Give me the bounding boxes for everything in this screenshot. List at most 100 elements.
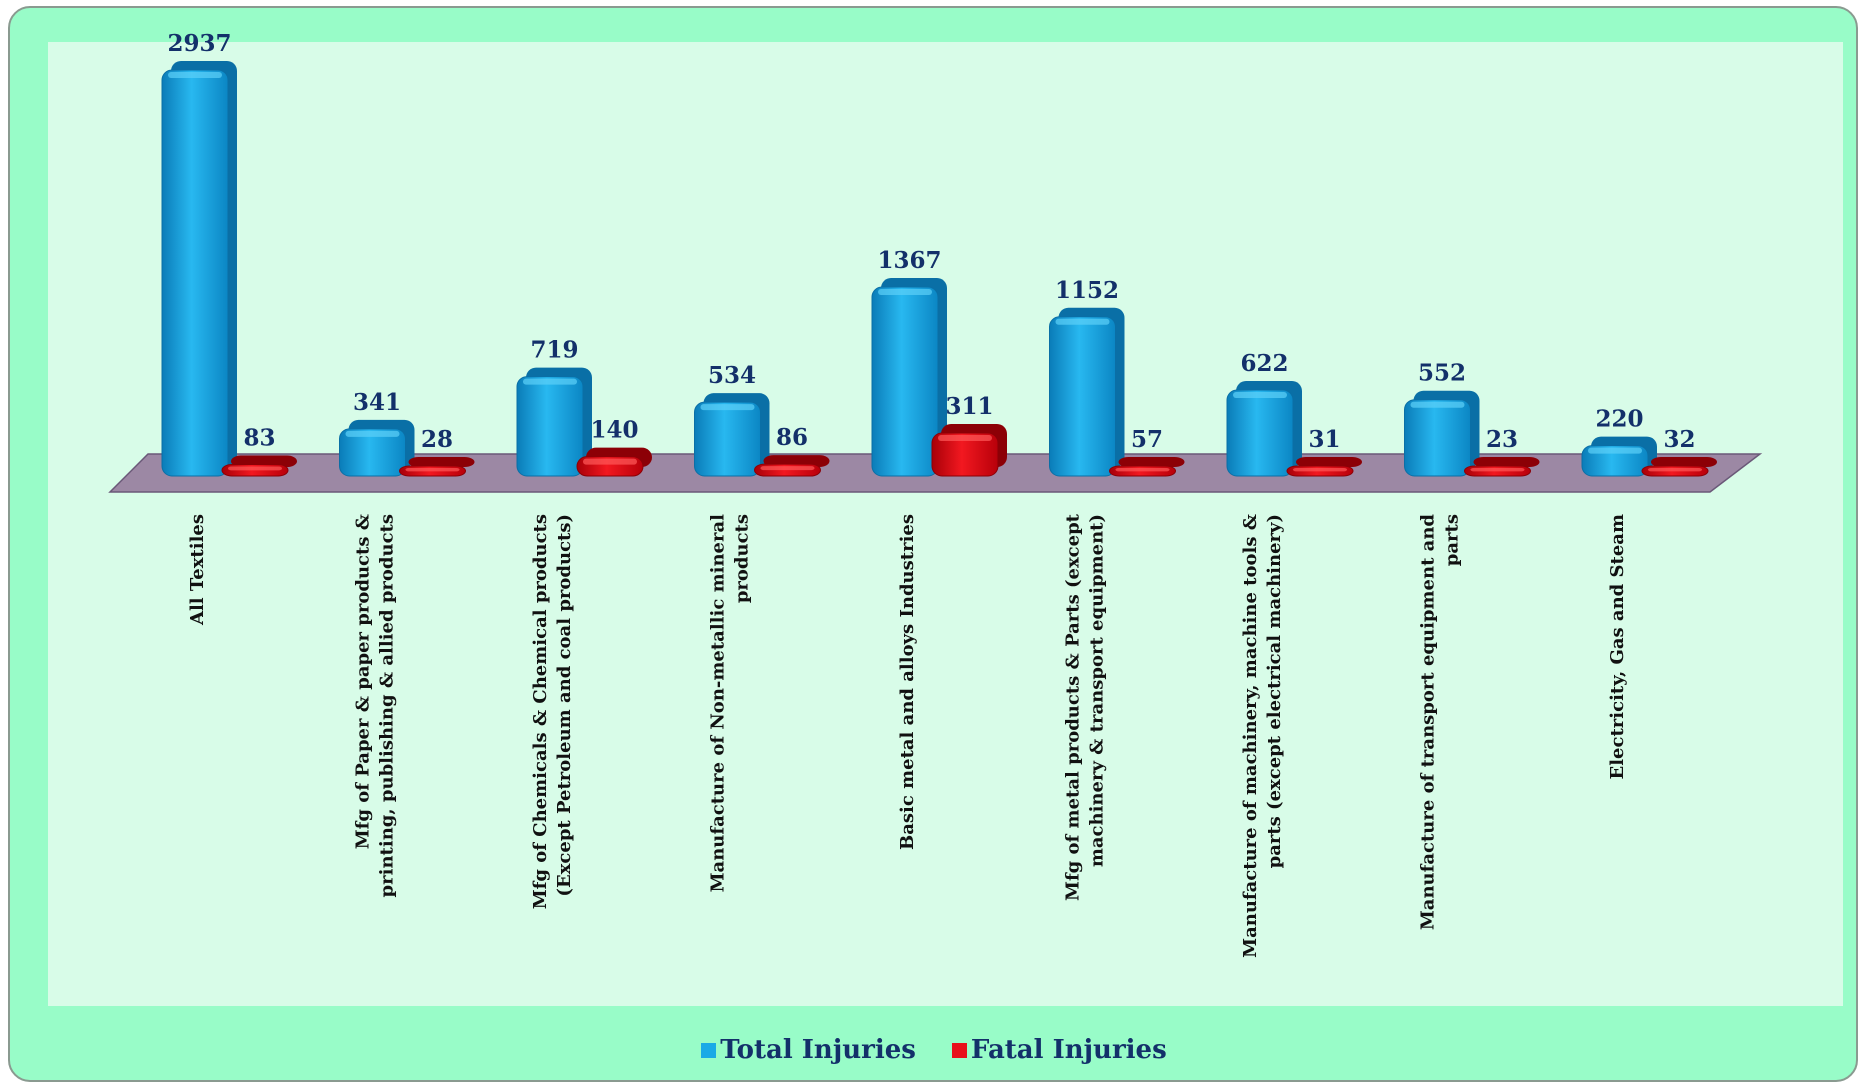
bar-depth [1473,457,1540,467]
data-label-fatal-4: 311 [945,393,993,420]
data-label-fatal-5: 57 [1131,426,1163,453]
bar-depth [1651,457,1717,467]
category-label-line: parts (except electrical machinery) [1264,514,1285,868]
bar-total-3 [694,393,770,477]
data-label-total-1: 341 [353,389,401,416]
category-label-line: Mfg of metal products & Parts (except [1063,513,1084,901]
bar-highlight [1588,447,1642,454]
bar-front [161,69,229,477]
category-label-5: Mfg of metal products & Parts (except mac… [1063,513,1108,901]
data-label-total-0: 2937 [167,30,231,57]
category-label-7: Manufacture of transport equipment and pa… [1418,514,1463,931]
bar-fatal-0 [221,455,297,477]
bar-highlight [760,466,815,471]
bar-total-6 [1226,381,1302,477]
bar-highlight [228,466,282,471]
category-label-line: All Textiles [187,514,208,626]
bar-front [339,428,406,477]
category-label-line: Basic metal and alloys Industries [897,514,918,850]
data-label-total-7: 552 [1418,360,1466,387]
category-label-line: (Except Petroleum and coal products) [554,514,575,897]
legend-label-total: Total Injuries [720,1035,916,1065]
category-label-line: printing, publishing & allied products [377,514,398,897]
bar-total-4 [871,278,947,477]
bars-layer [161,61,1717,477]
bar-total-7 [1404,390,1480,477]
bar-highlight [700,404,755,411]
category-label-line: Manufacture of transport equipment and [1418,514,1439,931]
bar-highlight [345,430,400,437]
bar-highlight [1115,468,1170,472]
bar-highlight [878,289,932,296]
bar-total-0 [161,61,237,477]
bar-fatal-6 [1286,457,1362,477]
bar-fatal-4 [931,424,1007,477]
bar-fatal-2 [576,447,652,477]
legend: Total Injuries Fatal Injuries [0,1028,1868,1072]
category-label-line: parts [1442,514,1463,566]
bar-fatal-7 [1464,457,1540,477]
data-label-total-5: 1152 [1055,277,1119,304]
bar-depth [1118,457,1185,467]
data-label-total-8: 220 [1595,406,1643,433]
bar-total-8 [1581,436,1657,477]
category-label-line: Electricity, Gas and Steam [1607,514,1628,780]
bar-front [1404,399,1471,477]
data-label-fatal-6: 31 [1308,426,1340,453]
category-label-line: Manufacture of Non-metallic mineral [708,514,729,893]
category-label-line: Mfg of Chemicals & Chemical products [530,514,551,909]
bar-front [871,286,939,477]
bar-front [1226,389,1294,477]
legend-label-fatal: Fatal Injuries [970,1035,1167,1065]
data-label-total-6: 622 [1240,350,1288,377]
bar-front [516,376,584,477]
category-label-line: Mfg of Paper & paper products & [353,514,374,849]
data-label-total-3: 534 [708,362,756,389]
bar-highlight [1055,318,1110,325]
bar-depth [408,457,475,467]
bar-highlight [938,435,992,442]
bar-total-2 [516,367,592,477]
bar-highlight [1410,401,1465,408]
bar-highlight [168,72,222,78]
legend-item-total: Total Injuries [701,1035,916,1065]
data-label-fatal-7: 23 [1486,426,1518,453]
data-label-fatal-3: 86 [776,424,808,451]
legend-swatch-fatal [951,1042,967,1058]
category-label-2: Mfg of Chemicals & Chemical products (Exc… [530,514,575,909]
data-label-fatal-0: 83 [243,425,275,452]
bar-highlight [1648,468,1702,472]
bar-fatal-1 [399,457,475,477]
category-label-line: Manufacture of machinery, machine tools … [1240,514,1261,958]
bar-highlight [1233,392,1287,399]
category-label-1: Mfg of Paper & paper products & printing,… [353,514,398,897]
legend-swatch-total [701,1042,717,1058]
bar-highlight [1470,468,1525,472]
bar-fatal-8 [1641,457,1717,477]
bar-highlight [523,378,577,385]
bar-front [694,401,761,477]
chart-frame [8,6,1858,1082]
category-label-line: products [732,514,753,603]
category-label-0: All Textiles [187,514,208,626]
data-label-fatal-1: 28 [421,426,453,453]
data-label-total-2: 719 [530,337,578,364]
plot-area [48,42,1843,1006]
bar-highlight [1293,468,1347,472]
legend-item-fatal: Fatal Injuries [951,1035,1167,1065]
bar-highlight [405,468,460,472]
category-label-4: Basic metal and alloys Industries [897,514,918,850]
bar-highlight [583,458,637,465]
category-label-3: Manufacture of Non-metallic mineral produ… [708,514,753,893]
bar-front [931,432,999,477]
bar-fatal-5 [1109,457,1185,477]
category-label-8: Electricity, Gas and Steam [1607,514,1628,780]
category-label-line: machinery & transport equipment) [1087,514,1108,867]
data-label-fatal-8: 32 [1663,426,1695,453]
bar-total-1 [339,419,415,477]
bar-front [1049,316,1116,477]
bar-fatal-3 [754,455,830,477]
data-label-fatal-2: 140 [590,417,638,444]
bar-total-5 [1049,307,1125,477]
